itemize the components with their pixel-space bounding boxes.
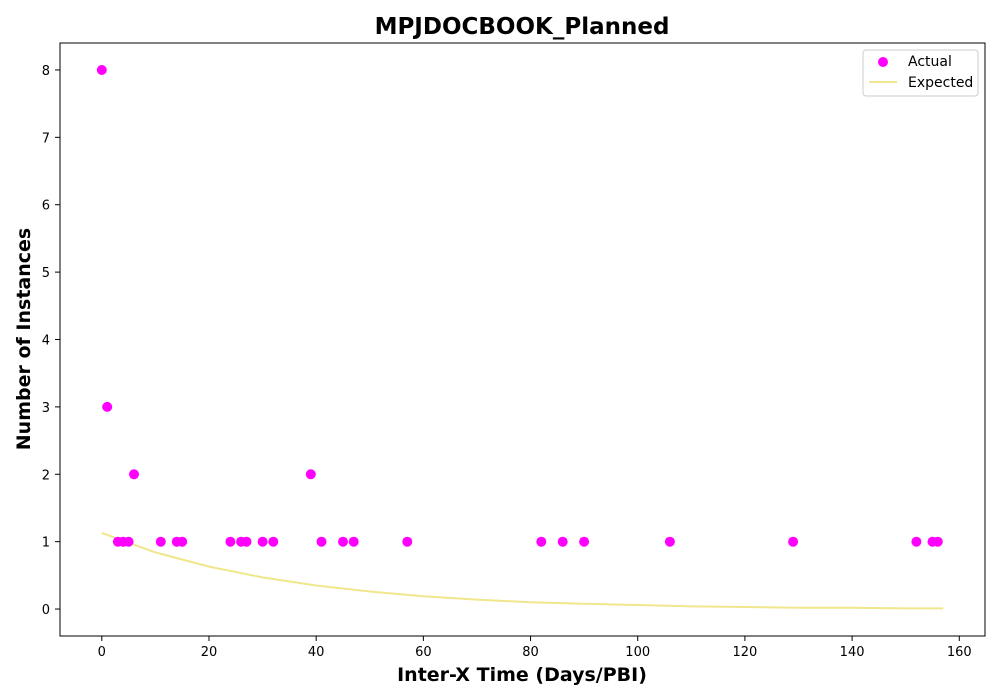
legend-expected-label: Expected	[908, 75, 973, 91]
chart-title: MPJDOCBOOK_Planned	[375, 14, 670, 40]
legend-box	[862, 49, 979, 97]
y-tick-label: 4	[42, 334, 50, 349]
y-tick-label: 5	[42, 266, 50, 281]
actual-point	[316, 536, 327, 547]
actual-point	[123, 536, 134, 547]
expected-series	[101, 531, 944, 610]
actual-point	[348, 536, 359, 547]
actual-point	[225, 536, 236, 547]
actual-point	[102, 401, 113, 412]
actual-series	[96, 65, 943, 547]
actual-point	[402, 536, 413, 547]
legend: Actual Expected	[862, 49, 979, 97]
plot-frame	[59, 42, 986, 637]
x-axis: 0 20 40 60 80 100 120 140 160	[98, 636, 972, 660]
actual-point	[536, 536, 547, 547]
actual-point	[305, 469, 316, 480]
y-tick-label: 2	[42, 468, 50, 483]
actual-point	[268, 536, 279, 547]
x-tick-label: 100	[625, 645, 650, 660]
x-tick-label: 40	[308, 645, 325, 660]
actual-point	[241, 536, 252, 547]
x-tick-label: 0	[98, 645, 106, 660]
actual-point	[664, 536, 675, 547]
x-tick-label: 160	[947, 645, 972, 660]
x-axis-label: Inter-X Time (Days/PBI)	[397, 664, 647, 686]
y-tick-label: 3	[42, 401, 50, 416]
x-tick-label: 140	[840, 645, 865, 660]
actual-point	[911, 536, 922, 547]
actual-point	[557, 536, 568, 547]
x-tick-label: 60	[415, 645, 432, 660]
x-tick-label: 120	[732, 645, 757, 660]
expected-line	[101, 531, 944, 610]
actual-point	[155, 536, 166, 547]
x-tick-label: 80	[522, 645, 539, 660]
legend-actual-marker	[878, 57, 888, 67]
actual-point	[338, 536, 348, 547]
y-tick-label: 7	[42, 131, 50, 146]
actual-point	[579, 536, 590, 547]
actual-point	[96, 65, 107, 75]
y-tick-label: 0	[42, 603, 50, 618]
actual-point	[932, 536, 943, 547]
actual-point	[788, 536, 799, 547]
y-axis-label: Number of Instances	[13, 228, 35, 450]
y-tick-label: 1	[42, 536, 50, 551]
y-tick-label: 8	[42, 64, 50, 79]
actual-point	[177, 536, 188, 547]
legend-actual-label: Actual	[908, 54, 952, 70]
actual-point	[257, 536, 268, 547]
y-axis: 0 1 2 3 4 5 6 7 8	[42, 64, 60, 618]
actual-point	[129, 469, 139, 480]
x-tick-label: 20	[201, 645, 218, 660]
y-tick-label: 6	[42, 199, 50, 214]
